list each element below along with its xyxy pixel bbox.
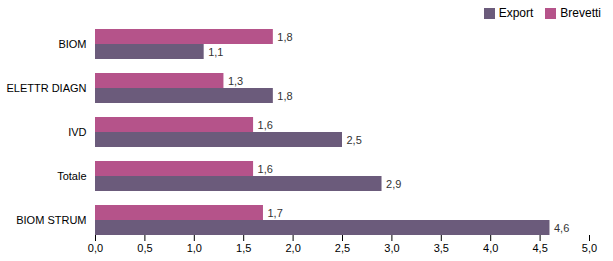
svg-text:4,0: 4,0 xyxy=(483,242,498,254)
svg-text:Totale: Totale xyxy=(57,170,86,182)
svg-text:5,0: 5,0 xyxy=(582,242,597,254)
svg-text:2,9: 2,9 xyxy=(386,178,401,190)
svg-text:1,6: 1,6 xyxy=(258,163,273,175)
svg-text:2,5: 2,5 xyxy=(347,134,362,146)
svg-text:BIOM: BIOM xyxy=(58,38,86,50)
svg-text:BIOM STRUM: BIOM STRUM xyxy=(16,214,86,226)
svg-text:1,1: 1,1 xyxy=(208,46,223,58)
svg-text:IVD: IVD xyxy=(68,126,86,138)
svg-text:0,0: 0,0 xyxy=(88,242,103,254)
svg-text:ELETTR DIAGN: ELETTR DIAGN xyxy=(6,82,86,94)
html-text:Export: Export xyxy=(498,6,534,20)
svg-text:3,5: 3,5 xyxy=(434,242,449,254)
svg-text:1,0: 1,0 xyxy=(187,242,202,254)
svg-text:1,3: 1,3 xyxy=(228,75,243,87)
svg-text:1,6: 1,6 xyxy=(258,119,273,131)
svg-text:1,8: 1,8 xyxy=(277,31,292,43)
svg-text:4,6: 4,6 xyxy=(554,222,569,234)
svg-text:2,5: 2,5 xyxy=(335,242,350,254)
svg-text:0,5: 0,5 xyxy=(137,242,152,254)
svg-text:1,7: 1,7 xyxy=(267,207,282,219)
html-text:Brevetti: Brevetti xyxy=(560,6,601,20)
svg-text:4,5: 4,5 xyxy=(532,242,547,254)
svg-text:1,5: 1,5 xyxy=(236,242,251,254)
svg-text:1,8: 1,8 xyxy=(277,90,292,102)
svg-text:3,0: 3,0 xyxy=(384,242,399,254)
svg-text:2,0: 2,0 xyxy=(285,242,300,254)
